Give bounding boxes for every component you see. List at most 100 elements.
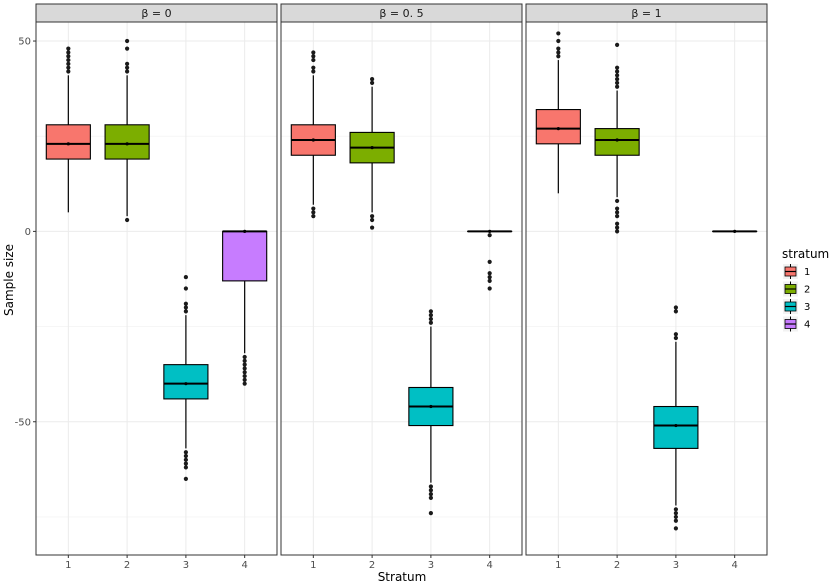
box-stratum-3 — [163, 274, 209, 481]
mean-point — [243, 229, 247, 233]
outlier-point — [428, 484, 433, 489]
outlier-point — [125, 65, 130, 70]
mean-point — [615, 138, 619, 142]
x-axis-title: Stratum — [378, 570, 427, 584]
outlier-point — [673, 335, 678, 341]
outlier-point — [183, 476, 188, 481]
outlier-point — [242, 358, 247, 363]
outlier-point — [370, 77, 375, 82]
box — [45, 124, 91, 160]
outlier-point — [370, 217, 375, 223]
outlier-point — [487, 278, 492, 283]
y-tick-label: -50 — [15, 417, 31, 428]
facet-strip-label: β = 0. 5 — [379, 7, 423, 20]
outlier-point — [673, 511, 678, 516]
box-stratum-3 — [653, 305, 699, 531]
outlier-point — [242, 354, 247, 360]
mean-point — [184, 382, 188, 386]
outlier-point — [66, 69, 71, 74]
outlier-point — [183, 305, 188, 310]
facet-panel: β = 0 1 2 3 4 — [35, 3, 278, 571]
mean-point — [311, 138, 315, 142]
outlier-point — [183, 450, 188, 455]
box-stratum-2 — [594, 42, 640, 234]
x-tick-label: 4 — [486, 560, 492, 571]
x-tick-label: 4 — [241, 560, 247, 571]
panel-border — [280, 21, 523, 556]
legend: stratum 1 2 3 4 — [782, 247, 829, 332]
box — [222, 230, 268, 282]
facet-strip-label: β = 0 — [141, 7, 171, 20]
box-stratum-1 — [45, 46, 91, 213]
mean-point — [556, 127, 560, 131]
mean-point — [488, 229, 492, 233]
box-stratum-2 — [349, 77, 395, 230]
outlier-point — [615, 42, 620, 47]
box — [653, 405, 699, 449]
outlier-point — [673, 518, 678, 523]
outlier-point — [673, 514, 678, 520]
x-tick-label: 3 — [428, 560, 434, 571]
outlier-point — [183, 301, 188, 306]
outlier-point — [242, 381, 247, 386]
panel-background — [526, 22, 767, 555]
outlier-point — [311, 210, 316, 215]
outlier-point — [428, 511, 433, 516]
outlier-point — [615, 77, 620, 82]
outlier-point — [556, 54, 561, 59]
legend-key-3: 3 — [783, 299, 810, 314]
outlier-point — [66, 46, 71, 51]
outlier-point — [242, 377, 247, 382]
outlier-point — [673, 305, 678, 310]
facet-panels: β = 0 1 2 3 4 β = 0. 5 1 2 3 4 β = 1 1 2 3 4 50 0 -50 — [15, 3, 768, 571]
y-tick-label: 50 — [18, 37, 31, 48]
panel-border — [35, 21, 278, 556]
mean-point — [674, 423, 678, 428]
outlier-point — [487, 233, 492, 238]
outlier-point — [311, 57, 316, 63]
facet-panel: β = 0. 5 1 2 3 4 — [280, 3, 523, 571]
box — [163, 364, 209, 400]
outlier-point — [125, 38, 130, 44]
legend-label: 1 — [804, 267, 810, 278]
outlier-point — [615, 69, 620, 74]
box-stratum-4 — [222, 229, 268, 386]
legend-key-2: 2 — [783, 281, 810, 297]
facet-panel: β = 1 1 2 3 4 — [525, 3, 768, 571]
outlier-point — [311, 69, 316, 74]
outlier-point — [428, 495, 433, 500]
outlier-point — [615, 210, 620, 215]
mean-point — [370, 146, 374, 150]
x-tick-label: 2 — [124, 560, 130, 571]
outlier-point — [66, 61, 71, 66]
x-tick-label: 2 — [614, 560, 620, 571]
box-stratum-2 — [104, 38, 150, 223]
outlier-point — [487, 274, 492, 280]
outlier-point — [242, 362, 247, 367]
outlier-point — [183, 274, 188, 280]
outlier-point — [66, 50, 71, 55]
panel-background — [36, 22, 277, 555]
outlier-point — [615, 198, 620, 204]
x-tick-label: 1 — [555, 560, 561, 571]
panel-border — [525, 21, 768, 556]
outlier-point — [428, 316, 433, 322]
mean-point — [125, 142, 129, 146]
box-stratum-4 — [712, 229, 758, 233]
outlier-point — [370, 225, 375, 230]
panel-background — [281, 22, 522, 555]
outlier-point — [183, 461, 188, 466]
y-axis-title: Sample size — [2, 244, 16, 316]
outlier-point — [183, 457, 188, 462]
y-tick-label: 0 — [25, 227, 31, 238]
x-tick-label: 3 — [673, 560, 679, 571]
outlier-point — [370, 80, 375, 86]
box-stratum-4 — [467, 229, 513, 291]
legend-label: 4 — [804, 320, 810, 331]
outlier-point — [125, 61, 130, 66]
outlier-point — [673, 507, 678, 512]
outlier-point — [556, 46, 561, 51]
outlier-point — [242, 366, 247, 371]
outlier-point — [66, 65, 71, 70]
